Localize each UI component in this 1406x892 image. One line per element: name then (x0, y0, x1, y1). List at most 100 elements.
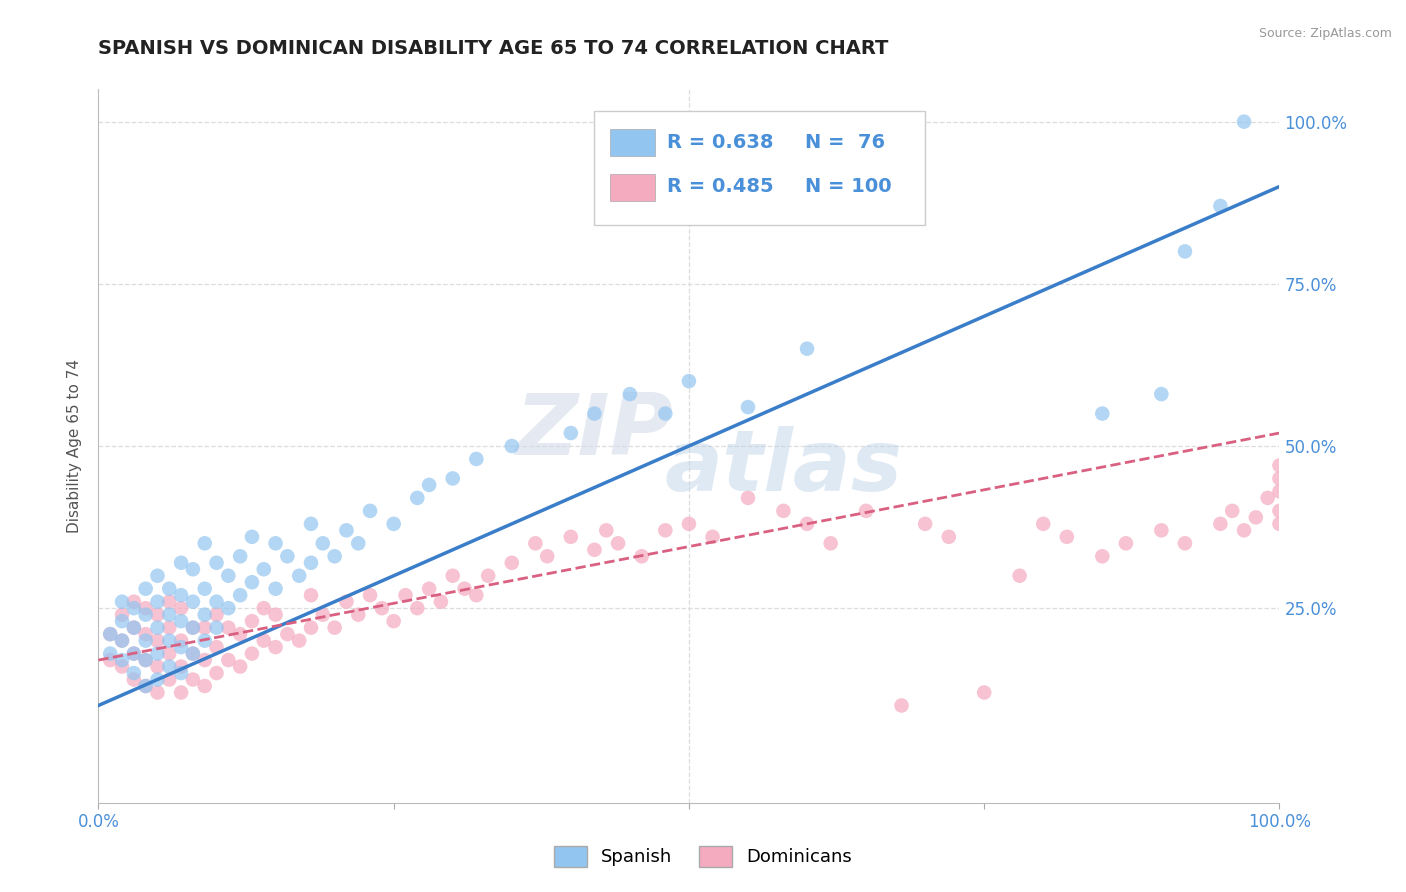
Point (288, 568, 311, 582)
Point (820, 536, 842, 550)
Point (312, 607, 335, 622)
Point (205, 607, 228, 622)
Point (382, 516, 405, 531)
Point (890, 698, 912, 713)
Point (264, 640, 287, 654)
Point (111, 633, 134, 648)
Point (418, 582, 440, 596)
Point (406, 601, 429, 615)
Point (229, 588, 252, 602)
Point (217, 601, 239, 615)
Point (796, 342, 818, 356)
Point (229, 549, 252, 564)
Point (146, 595, 169, 609)
Point (264, 582, 287, 596)
Point (737, 400, 759, 414)
Point (678, 516, 700, 531)
Point (1268, 516, 1291, 531)
Point (135, 633, 157, 648)
Point (312, 536, 335, 550)
Point (170, 556, 193, 570)
Point (205, 595, 228, 609)
Point (347, 536, 370, 550)
Point (299, 516, 322, 531)
Point (501, 556, 523, 570)
Point (264, 536, 287, 550)
Point (111, 607, 134, 622)
Point (146, 673, 169, 687)
Point (170, 685, 193, 699)
Point (146, 607, 169, 622)
Point (394, 588, 416, 602)
Point (205, 666, 228, 681)
Point (335, 524, 357, 538)
Point (181, 621, 204, 635)
Point (157, 607, 180, 622)
Point (1257, 491, 1279, 505)
FancyBboxPatch shape (595, 111, 925, 225)
Point (299, 621, 322, 635)
Point (359, 588, 381, 602)
Point (465, 588, 488, 602)
Point (1209, 516, 1232, 531)
Point (135, 607, 157, 622)
Point (205, 621, 228, 635)
Point (1268, 484, 1291, 499)
Point (453, 582, 475, 596)
Point (465, 452, 488, 467)
Text: ZIP: ZIP (516, 390, 673, 474)
Point (205, 640, 228, 654)
Point (1268, 471, 1291, 485)
Point (1008, 568, 1031, 582)
Point (111, 595, 134, 609)
Point (1268, 458, 1291, 473)
Point (194, 607, 217, 622)
Point (146, 647, 169, 661)
Point (253, 633, 276, 648)
Point (157, 659, 180, 673)
Point (170, 633, 193, 648)
Point (796, 516, 818, 531)
Point (157, 621, 180, 635)
Point (170, 588, 193, 602)
Point (1233, 524, 1256, 538)
Point (157, 582, 180, 596)
Point (194, 536, 217, 550)
Y-axis label: Disability Age 65 to 74: Disability Age 65 to 74 (67, 359, 83, 533)
Point (111, 633, 134, 648)
Point (146, 633, 169, 648)
Point (194, 582, 217, 596)
Point (157, 595, 180, 609)
Point (217, 568, 239, 582)
Point (406, 491, 429, 505)
Point (122, 621, 145, 635)
Point (855, 504, 877, 518)
Legend: Spanish, Dominicans: Spanish, Dominicans (547, 838, 859, 874)
Point (347, 607, 370, 622)
Point (371, 601, 394, 615)
Point (111, 659, 134, 673)
Point (1244, 510, 1267, 524)
Point (1032, 516, 1054, 531)
Point (560, 530, 582, 544)
Point (194, 633, 217, 648)
Point (135, 582, 157, 596)
Point (98, 627, 121, 641)
Point (122, 647, 145, 661)
Point (536, 549, 558, 564)
Point (170, 666, 193, 681)
Point (157, 647, 180, 661)
Point (524, 536, 547, 550)
Point (122, 666, 145, 681)
Point (194, 653, 217, 667)
Point (135, 679, 157, 693)
Point (595, 524, 617, 538)
Point (430, 595, 453, 609)
Point (135, 653, 157, 667)
Point (253, 601, 276, 615)
Point (441, 568, 464, 582)
Point (973, 685, 995, 699)
Point (205, 556, 228, 570)
Point (146, 659, 169, 673)
Point (288, 633, 311, 648)
